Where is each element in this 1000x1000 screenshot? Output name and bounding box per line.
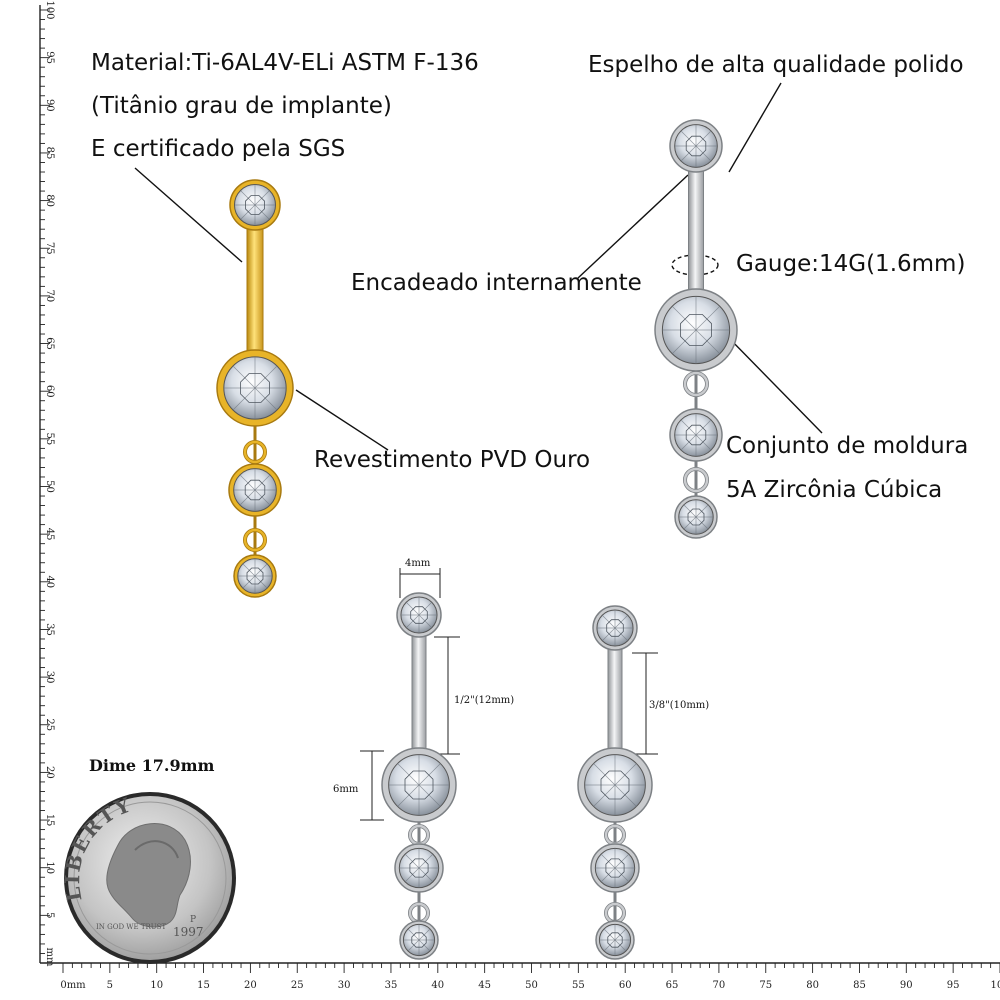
bottom-ruler-label: 80 <box>806 980 819 991</box>
left-ruler-label: 65 <box>44 337 55 350</box>
left-ruler-label: 25 <box>44 718 55 731</box>
coin-year: 1997 <box>173 925 204 939</box>
bottom-ruler-label: 0mm <box>60 980 86 991</box>
length-10-label: 3/8"(10mm) <box>649 700 710 711</box>
bottom-ruler-label: 10 <box>150 980 163 991</box>
bottom-ruler-label: 40 <box>431 980 444 991</box>
bottom-ruler-label: 75 <box>759 980 772 991</box>
bottom-ruler: 0mm 5 10 15 20 25 30 35 40 45 50 55 60 65 70 75 80 85 90 95… <box>40 962 1000 991</box>
left-ruler-label: 20 <box>44 766 55 779</box>
bottom-ruler-label: 30 <box>338 980 351 991</box>
coin-motto: IN GOD WE TRUST <box>96 923 166 931</box>
left-ruler-label: 35 <box>44 623 55 636</box>
leader-pvd <box>295 389 389 451</box>
bottom-ruler-label: 25 <box>291 980 304 991</box>
bezel-gem <box>381 747 457 823</box>
leader-lines <box>134 82 823 451</box>
pvd-label: Revestimento PVD Ouro <box>314 447 591 473</box>
bottom-ruler-label: 65 <box>666 980 679 991</box>
bezel-gem <box>233 554 277 598</box>
setting-label: Conjunto de moldura <box>726 433 969 459</box>
dime-label: Dime 17.9mm <box>89 756 215 775</box>
gauge-label: Gauge:14G(1.6mm) <box>736 251 966 277</box>
left-ruler-label: 45 <box>44 528 55 541</box>
bezel-gem <box>394 843 444 893</box>
ball-width-label: 4mm <box>405 558 431 569</box>
left-ruler-label: 95 <box>44 51 55 64</box>
threaded-label: Encadeado internamente <box>351 270 642 296</box>
left-ruler-label: 90 <box>44 99 55 112</box>
dime-coin: LIBERTY IN GOD WE TRUST 1997 P <box>60 792 236 964</box>
mirror-label: Espelho de alta qualidade polido <box>588 52 964 78</box>
bottom-ruler-label: 15 <box>197 980 210 991</box>
left-ruler-label: 85 <box>44 147 55 160</box>
silver-belly-ring-10mm <box>577 605 653 960</box>
bottom-ruler-label: 20 <box>244 980 257 991</box>
bottom-ruler-label: 70 <box>713 980 726 991</box>
silver-belly-ring-large <box>654 119 738 539</box>
left-ruler-label: 60 <box>44 385 55 398</box>
leader-setting <box>725 334 823 434</box>
zirconia-label: 5A Zircônia Cúbica <box>726 477 943 503</box>
bezel-gem <box>577 747 653 823</box>
gold-belly-ring <box>216 179 294 598</box>
portrait-silhouette <box>106 823 191 928</box>
bezel-gem <box>669 119 723 173</box>
bezel-gem <box>592 605 638 651</box>
bezel-gem <box>595 920 635 960</box>
left-ruler-label: 55 <box>44 432 55 445</box>
bezel-gem <box>590 843 640 893</box>
bottom-ruler-label: 85 <box>853 980 866 991</box>
material-label: Material:Ti-6AL4V-ELi ASTM F-136 <box>91 50 479 76</box>
left-ruler-label: 100 <box>44 0 55 19</box>
left-ruler-label: 40 <box>44 575 55 588</box>
leader-threaded <box>577 174 689 279</box>
bottom-ruler-label: 95 <box>947 980 960 991</box>
bezel-gem <box>229 179 281 231</box>
left-ruler-label: 50 <box>44 480 55 493</box>
bottom-ruler-label: 55 <box>572 980 585 991</box>
left-ruler-label: 15 <box>44 814 55 827</box>
certification-label: E certificado pela SGS <box>91 136 346 162</box>
left-ruler-label: 5 <box>44 912 55 918</box>
length-12-label: 1/2"(12mm) <box>454 695 515 706</box>
left-ruler-label: 30 <box>44 671 55 684</box>
left-ruler: mm 5 10 15 20 25 30 35 40 45 50 55 60 65 70 75 80 85 90 95 1… <box>39 0 55 967</box>
left-ruler-label: 70 <box>44 290 55 303</box>
leader-mirror <box>728 82 782 173</box>
gem-size-label: 6mm <box>333 784 359 795</box>
bezel-gem <box>396 592 442 638</box>
silver-belly-ring-12mm <box>381 592 457 960</box>
bezel-gem <box>228 463 282 517</box>
coin-mint: P <box>190 915 196 925</box>
bezel-gem <box>399 920 439 960</box>
bottom-ruler-label: 60 <box>619 980 632 991</box>
left-ruler-label: 80 <box>44 194 55 207</box>
bezel-gem <box>669 408 723 462</box>
bottom-ruler-label: 5 <box>107 980 113 991</box>
bezel-gem <box>674 495 718 539</box>
bottom-ruler-label: 90 <box>900 980 913 991</box>
bezel-gem <box>216 349 294 427</box>
left-ruler-label: mm <box>44 948 55 967</box>
bottom-ruler-label: 45 <box>478 980 491 991</box>
leader-material <box>134 167 243 263</box>
dimension-lines <box>360 568 658 821</box>
bezel-gem <box>654 288 738 372</box>
material-subtitle: (Titânio grau de implante) <box>91 93 392 119</box>
bottom-ruler-label: 50 <box>525 980 538 991</box>
bottom-ruler-label: 35 <box>385 980 398 991</box>
left-ruler-label: 10 <box>44 861 55 874</box>
left-ruler-label: 75 <box>44 242 55 255</box>
bottom-ruler-label: 100 <box>990 980 1000 991</box>
